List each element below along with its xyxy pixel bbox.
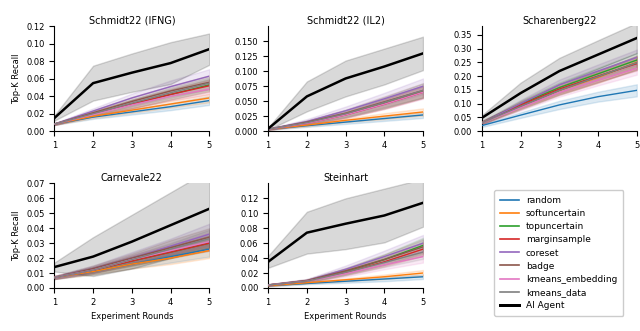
X-axis label: Experiment Rounds: Experiment Rounds — [305, 312, 387, 321]
Legend: random, softuncertain, topuncertain, marginsample, coreset, badge, kmeans_embedd: random, softuncertain, topuncertain, mar… — [494, 190, 623, 316]
X-axis label: Experiment Rounds: Experiment Rounds — [91, 312, 173, 321]
Y-axis label: Top-K Recall: Top-K Recall — [12, 54, 20, 104]
Title: Carnevale22: Carnevale22 — [101, 172, 163, 183]
Title: Schmidt22 (IL2): Schmidt22 (IL2) — [307, 16, 385, 26]
Title: Schmidt22 (IFNG): Schmidt22 (IFNG) — [88, 16, 175, 26]
Y-axis label: Top-K Recall: Top-K Recall — [12, 211, 20, 261]
Title: Scharenberg22: Scharenberg22 — [522, 16, 596, 26]
Title: Steinhart: Steinhart — [323, 172, 368, 183]
